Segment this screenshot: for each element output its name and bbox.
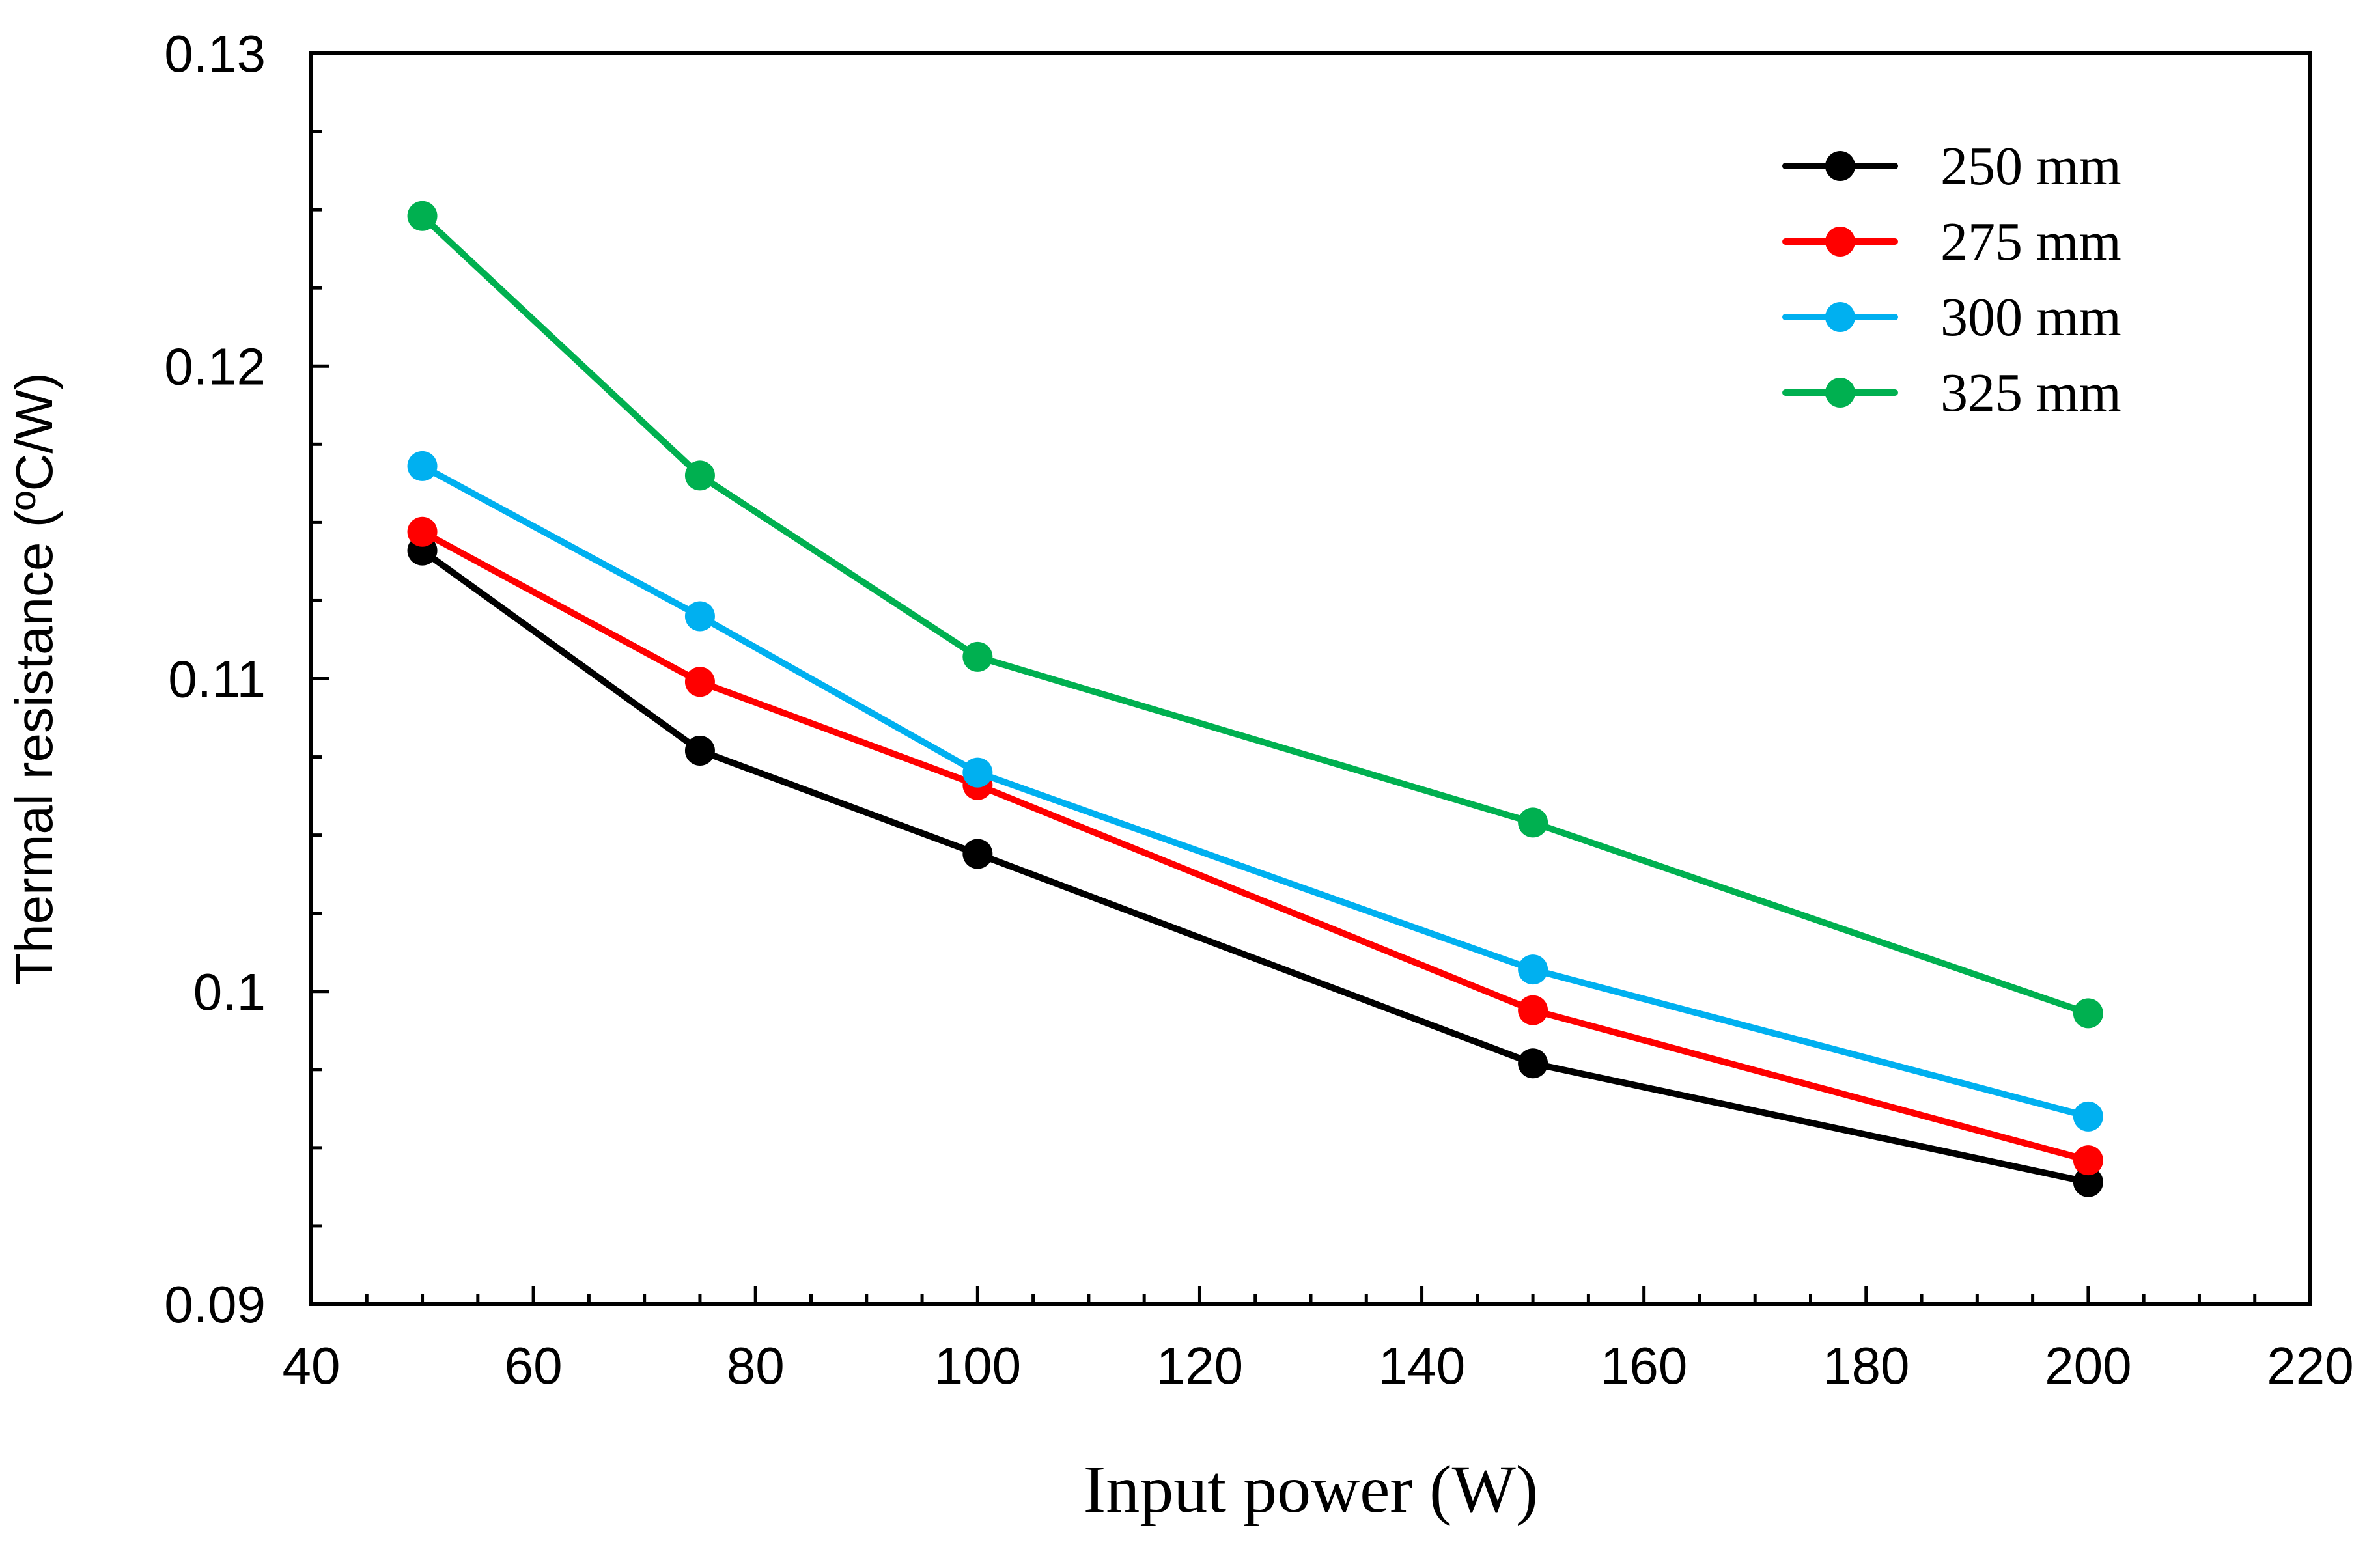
- legend-item: 275 mm: [1782, 212, 2121, 272]
- data-point: [684, 601, 715, 632]
- y-tick-label: 0.09: [164, 1275, 266, 1333]
- x-tick-label: 60: [505, 1337, 563, 1395]
- x-tick-label: 220: [2267, 1337, 2353, 1395]
- data-point: [962, 757, 993, 788]
- legend-item: 300 mm: [1782, 287, 2121, 348]
- x-axis-title: Input power (W): [1084, 1452, 1539, 1527]
- data-point: [2073, 1167, 2103, 1197]
- legend-item: 250 mm: [1782, 136, 2121, 197]
- x-tick-label: 80: [727, 1337, 785, 1395]
- x-tick-label: 100: [934, 1337, 1021, 1395]
- series-line: [419, 462, 2092, 1120]
- y-tick-label: 0.1: [193, 963, 266, 1021]
- legend-label: 250 mm: [1940, 136, 2121, 197]
- x-tick-label: 140: [1379, 1337, 1465, 1395]
- tick-labels: 40 60 80 100 120 140 160 180 200 220 0.09 0.1 0.11 0.…: [164, 25, 2353, 1395]
- data-point: [1518, 1048, 1548, 1079]
- data-point: [2073, 1101, 2103, 1132]
- legend-marker: [1825, 378, 1855, 408]
- series-300-mm: [407, 451, 2103, 1132]
- x-tick-label: 40: [283, 1337, 341, 1395]
- x-tick-label: 160: [1601, 1337, 1687, 1395]
- legend-label: 325 mm: [1940, 363, 2121, 423]
- legend-marker: [1825, 227, 1855, 257]
- legend-label: 275 mm: [1940, 212, 2121, 272]
- series-line: [419, 528, 2092, 1164]
- data-series: [407, 201, 2103, 1197]
- data-point: [407, 516, 438, 547]
- y-axis-title: Thermal resistance (ºC/W): [5, 372, 63, 984]
- x-tick-label: 120: [1156, 1337, 1243, 1395]
- legend-marker: [1825, 151, 1855, 181]
- data-point: [407, 451, 438, 481]
- series-275-mm: [407, 516, 2103, 1176]
- series-line: [419, 547, 2092, 1186]
- x-tick-label: 200: [2045, 1337, 2131, 1395]
- legend: 250 mm 275 mm 300 mm 325 mm: [1782, 136, 2121, 423]
- data-point: [1518, 995, 1548, 1025]
- data-point: [1518, 807, 1548, 838]
- plot-area: [309, 51, 2312, 1306]
- data-point: [2073, 1145, 2103, 1176]
- series-250-mm: [407, 535, 2103, 1197]
- data-point: [2073, 998, 2103, 1029]
- y-tick-label: 0.11: [168, 650, 266, 708]
- y-tick-label: 0.12: [164, 337, 266, 395]
- data-point: [407, 201, 438, 231]
- data-point: [962, 641, 993, 672]
- data-point: [684, 735, 715, 766]
- legend-label: 300 mm: [1940, 287, 2121, 348]
- data-point: [684, 667, 715, 697]
- data-point: [962, 839, 993, 869]
- series-325-mm: [407, 201, 2103, 1029]
- legend-marker: [1825, 302, 1855, 332]
- data-point: [684, 460, 715, 491]
- series-line: [419, 212, 2092, 1017]
- data-point: [1518, 954, 1548, 985]
- legend-item: 325 mm: [1782, 363, 2121, 423]
- x-tick-label: 180: [1823, 1337, 1909, 1395]
- y-tick-label: 0.13: [164, 25, 266, 83]
